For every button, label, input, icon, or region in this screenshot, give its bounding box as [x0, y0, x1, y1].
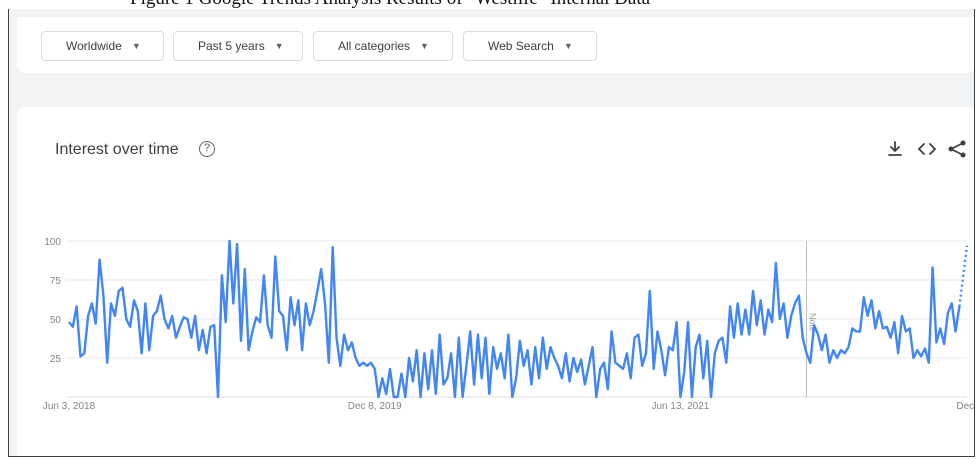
y-tick-label: 75 — [50, 276, 62, 287]
chevron-down-icon: ▼ — [563, 41, 573, 51]
x-tick-label: Jun 13, 2021 — [651, 401, 709, 412]
share-icon[interactable] — [945, 137, 969, 161]
time-range-filter[interactable]: Past 5 years ▼ — [173, 31, 303, 61]
chevron-down-icon: ▼ — [274, 41, 284, 51]
figure-caption-strip: Figure 1 Google Trends Analysis Results … — [0, 0, 979, 9]
embed-icon[interactable] — [915, 137, 939, 161]
note-label: Note — [808, 313, 818, 332]
interest-over-time-card: Interest over time ? 100 75 50 25 Jun 3, 201… — [17, 107, 975, 456]
filter-bar: Worldwide ▼ Past 5 years ▼ All categorie… — [17, 17, 974, 73]
series-line — [68, 239, 961, 399]
card-title: Interest over time — [55, 141, 179, 158]
time-range-filter-label: Past 5 years — [198, 39, 265, 53]
category-filter[interactable]: All categories ▼ — [313, 31, 453, 61]
y-tick-label: 50 — [50, 315, 62, 326]
help-icon[interactable]: ? — [199, 141, 215, 157]
category-filter-label: All categories — [338, 39, 411, 53]
x-tick-label: Dec 18, 2022 — [956, 401, 975, 412]
figure-caption: Figure 1 Google Trends Analysis Results … — [130, 0, 650, 9]
region-filter-label: Worldwide — [66, 39, 122, 53]
region-filter[interactable]: Worldwide ▼ — [41, 31, 164, 61]
x-tick-label: Dec 8, 2019 — [348, 401, 402, 412]
y-tick-label: 100 — [44, 237, 61, 248]
chevron-down-icon: ▼ — [420, 41, 429, 51]
screenshot-frame: Worldwide ▼ Past 5 years ▼ All categorie… — [8, 8, 975, 457]
interest-line-chart: 100 75 50 25 Jun 3, 2018 Dec 8, 2019 Jun 13, 2… — [43, 237, 975, 412]
partial-data-tail — [958, 245, 969, 307]
y-tick-label: 25 — [50, 354, 62, 365]
chevron-down-icon: ▼ — [131, 41, 141, 51]
search-type-filter[interactable]: Web Search ▼ — [463, 31, 597, 61]
x-tick-label: Jun 3, 2018 — [43, 401, 96, 412]
download-icon[interactable] — [883, 137, 907, 161]
search-type-filter-label: Web Search — [488, 39, 554, 53]
